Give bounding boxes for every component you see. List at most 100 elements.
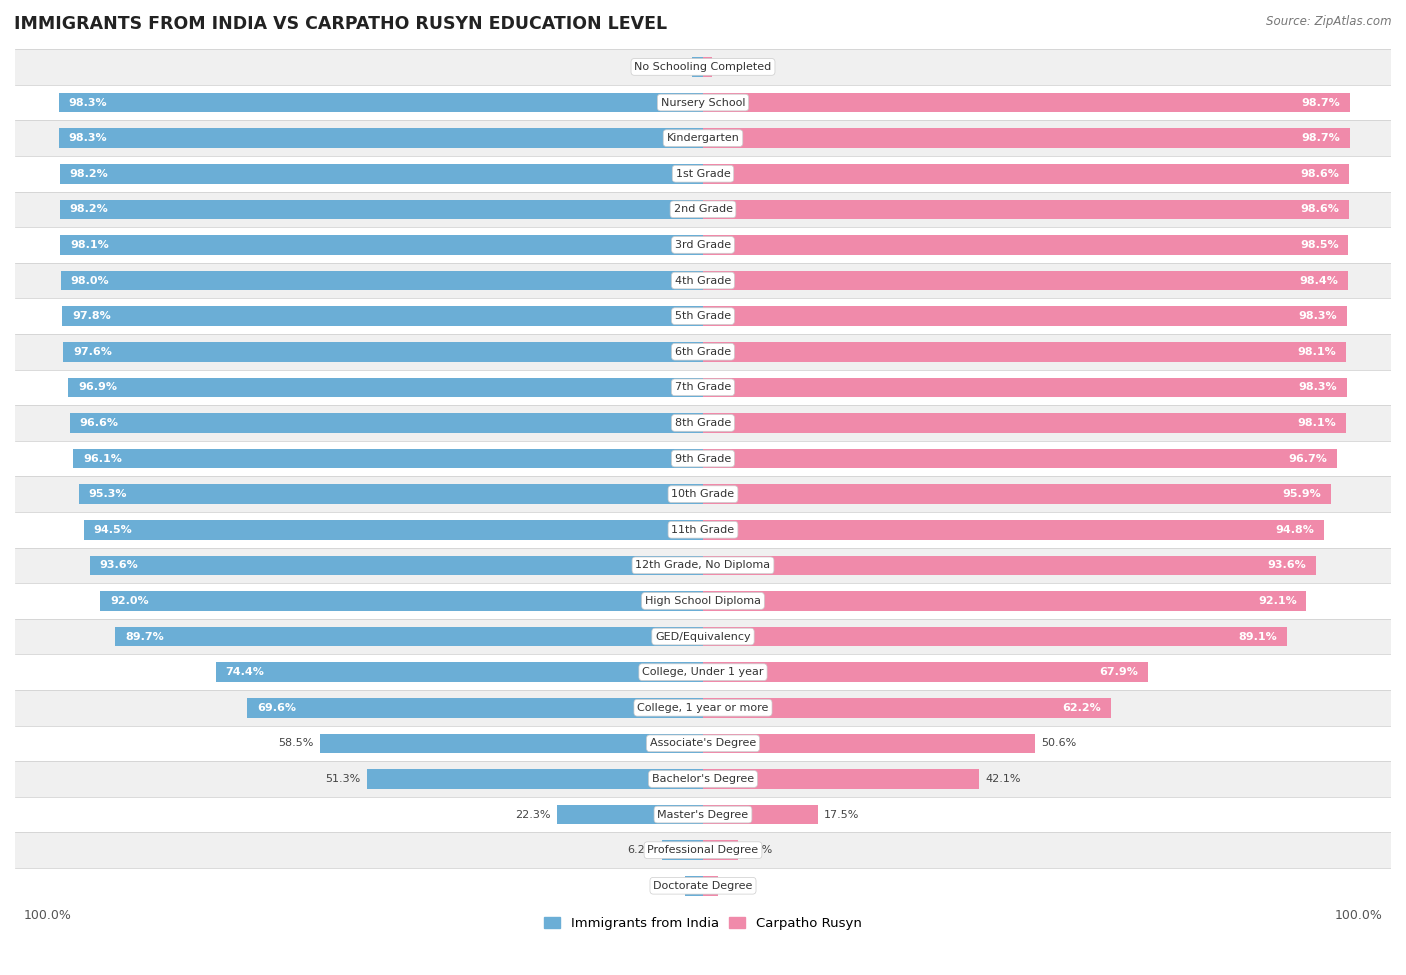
Text: 9th Grade: 9th Grade (675, 453, 731, 463)
Text: 89.1%: 89.1% (1239, 632, 1277, 642)
Bar (90, 556, 703, 575)
Text: 62.2%: 62.2% (1062, 703, 1101, 713)
Bar (15, 797, 1391, 833)
Bar (60, 271, 703, 291)
Bar (319, 733, 703, 753)
Bar (703, 93, 1350, 112)
Text: 93.6%: 93.6% (1268, 561, 1306, 570)
Text: 98.3%: 98.3% (69, 134, 107, 143)
Text: 58.5%: 58.5% (278, 738, 314, 749)
Bar (15, 120, 1391, 156)
Text: 97.8%: 97.8% (72, 311, 111, 321)
Bar (215, 662, 703, 682)
Bar (15, 156, 1391, 191)
Bar (703, 129, 1350, 148)
Text: 42.1%: 42.1% (986, 774, 1021, 784)
Text: 98.0%: 98.0% (70, 276, 110, 286)
Text: 98.3%: 98.3% (69, 98, 107, 107)
Text: 96.6%: 96.6% (80, 418, 120, 428)
Text: 98.3%: 98.3% (1299, 311, 1337, 321)
Bar (15, 227, 1391, 262)
Bar (662, 840, 703, 860)
Text: 98.1%: 98.1% (70, 240, 108, 250)
Bar (73, 448, 703, 468)
Bar (703, 591, 1306, 610)
Text: 8th Grade: 8th Grade (675, 418, 731, 428)
Bar (15, 690, 1391, 725)
Text: 98.3%: 98.3% (1299, 382, 1337, 392)
Text: 4th Grade: 4th Grade (675, 276, 731, 286)
Text: 95.9%: 95.9% (1282, 489, 1322, 499)
Text: 50.6%: 50.6% (1040, 738, 1077, 749)
Text: 10th Grade: 10th Grade (672, 489, 734, 499)
Text: 1.7%: 1.7% (657, 62, 685, 72)
Text: 98.7%: 98.7% (1301, 134, 1340, 143)
Bar (15, 406, 1391, 441)
Bar (79, 485, 703, 504)
Bar (703, 342, 1346, 362)
Bar (115, 627, 703, 646)
Text: 69.6%: 69.6% (257, 703, 295, 713)
Bar (703, 377, 1347, 397)
Text: 7th Grade: 7th Grade (675, 382, 731, 392)
Bar (703, 733, 1035, 753)
Bar (703, 627, 1286, 646)
Bar (15, 262, 1391, 298)
Bar (685, 876, 703, 896)
Bar (703, 698, 1111, 718)
Bar (703, 804, 818, 824)
Text: 98.1%: 98.1% (1298, 418, 1336, 428)
Text: 2.8%: 2.8% (650, 880, 678, 891)
Bar (62, 306, 703, 326)
Text: 94.5%: 94.5% (94, 525, 132, 534)
Text: 98.6%: 98.6% (1301, 205, 1340, 214)
Bar (15, 833, 1391, 868)
Text: 1st Grade: 1st Grade (676, 169, 730, 178)
Bar (15, 441, 1391, 477)
Text: 5th Grade: 5th Grade (675, 311, 731, 321)
Bar (15, 725, 1391, 761)
Bar (15, 477, 1391, 512)
Bar (59, 93, 703, 112)
Text: Associate's Degree: Associate's Degree (650, 738, 756, 749)
Bar (703, 662, 1147, 682)
Text: High School Diploma: High School Diploma (645, 596, 761, 605)
Bar (67, 377, 703, 397)
Bar (100, 591, 703, 610)
Bar (703, 58, 713, 77)
Text: College, 1 year or more: College, 1 year or more (637, 703, 769, 713)
Bar (15, 191, 1391, 227)
Text: 2nd Grade: 2nd Grade (673, 205, 733, 214)
Text: No Schooling Completed: No Schooling Completed (634, 62, 772, 72)
Bar (703, 271, 1348, 291)
Bar (703, 876, 718, 896)
Text: 67.9%: 67.9% (1099, 667, 1137, 678)
Text: 98.1%: 98.1% (1298, 347, 1336, 357)
Bar (59, 129, 703, 148)
Text: 96.7%: 96.7% (1288, 453, 1327, 463)
Bar (84, 520, 703, 539)
Text: 6.2%: 6.2% (627, 845, 655, 855)
Bar (703, 485, 1331, 504)
Text: 98.6%: 98.6% (1301, 169, 1340, 178)
Text: 12th Grade, No Diploma: 12th Grade, No Diploma (636, 561, 770, 570)
Text: 98.5%: 98.5% (1301, 240, 1339, 250)
Text: 95.3%: 95.3% (89, 489, 127, 499)
Bar (703, 306, 1347, 326)
Bar (15, 619, 1391, 654)
Bar (692, 58, 703, 77)
Text: 6th Grade: 6th Grade (675, 347, 731, 357)
Bar (703, 448, 1337, 468)
Bar (59, 164, 703, 183)
Legend: Immigrants from India, Carpatho Rusyn: Immigrants from India, Carpatho Rusyn (538, 912, 868, 935)
Text: 17.5%: 17.5% (824, 809, 859, 820)
Text: Source: ZipAtlas.com: Source: ZipAtlas.com (1267, 15, 1392, 27)
Text: 98.7%: 98.7% (1301, 98, 1340, 107)
Text: 98.4%: 98.4% (1299, 276, 1339, 286)
Bar (703, 235, 1348, 254)
Text: Kindergarten: Kindergarten (666, 134, 740, 143)
Bar (703, 164, 1350, 183)
Text: College, Under 1 year: College, Under 1 year (643, 667, 763, 678)
Bar (59, 200, 703, 219)
Text: Bachelor's Degree: Bachelor's Degree (652, 774, 754, 784)
